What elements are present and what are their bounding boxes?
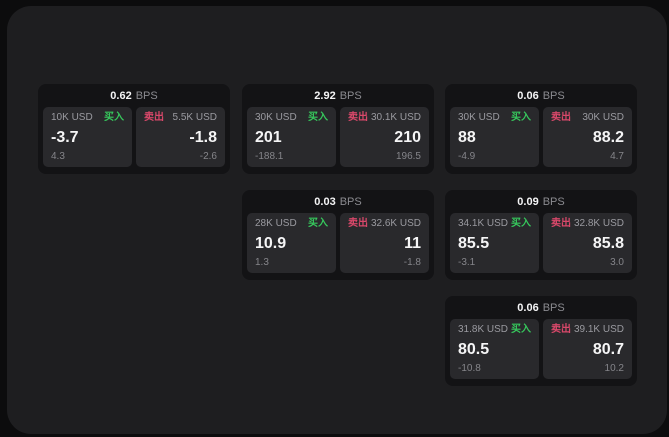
- buy-delta: -4.9: [458, 151, 476, 162]
- sell-price: 210: [394, 128, 421, 146]
- sell-notional: 30.1K USD: [370, 112, 421, 123]
- spread-unit-label: BPS: [135, 89, 158, 102]
- sell-side-label: 卖出: [348, 218, 368, 229]
- sell-quote-panel[interactable]: 卖出 30.1K USD 210 196.5: [340, 107, 429, 167]
- spread-header: 0.62 BPS: [38, 84, 230, 107]
- sell-quote-panel[interactable]: 卖出 5.5K USD -1.8 -2.6: [136, 107, 225, 167]
- spread-unit-label: BPS: [542, 89, 565, 102]
- quote-card: 0.09 BPS 34.1K USD 买入 85.5 -3.1 卖出 32.8K…: [445, 190, 637, 280]
- buy-notional: 30K USD: [255, 112, 297, 123]
- sell-notional: 32.8K USD: [573, 218, 624, 229]
- buy-price: -3.7: [51, 128, 79, 146]
- sell-delta: -2.6: [199, 151, 217, 162]
- sell-delta: 3.0: [610, 257, 624, 268]
- buy-side-label: 买入: [511, 218, 531, 229]
- spread-value: 2.92: [314, 89, 336, 102]
- quote-card: 0.06 BPS 31.8K USD 买入 80.5 -10.8 卖出 39.1…: [445, 296, 637, 386]
- spread-value: 0.09: [517, 195, 539, 208]
- buy-delta: 4.3: [51, 151, 65, 162]
- sell-quote-panel[interactable]: 卖出 30K USD 88.2 4.7: [543, 107, 632, 167]
- sell-notional: 39.1K USD: [573, 324, 624, 335]
- buy-quote-panel[interactable]: 31.8K USD 买入 80.5 -10.8: [450, 319, 539, 379]
- spread-header: 2.92 BPS: [242, 84, 434, 107]
- buy-price: 80.5: [458, 340, 490, 358]
- quote-card: 0.03 BPS 28K USD 买入 10.9 1.3 卖出 32.6K US…: [242, 190, 434, 280]
- sell-delta: 10.2: [604, 363, 624, 374]
- buy-side-label: 买入: [104, 112, 124, 123]
- trading-quotes-panel: 0.62 BPS 10K USD 买入 -3.7 4.3 卖出 5.5K USD…: [7, 6, 667, 434]
- buy-side-label: 买入: [511, 324, 531, 335]
- sell-quote-panel[interactable]: 卖出 32.6K USD 11 -1.8: [340, 213, 429, 273]
- buy-side-label: 买入: [511, 112, 531, 123]
- spread-value: 0.06: [517, 89, 539, 102]
- sell-notional: 5.5K USD: [172, 112, 217, 123]
- buy-price: 85.5: [458, 234, 490, 252]
- spread-unit-label: BPS: [339, 195, 362, 208]
- buy-notional: 31.8K USD: [458, 324, 509, 335]
- buy-delta: -188.1: [255, 151, 284, 162]
- sell-notional: 30K USD: [582, 112, 624, 123]
- quote-card: 2.92 BPS 30K USD 买入 201 -188.1 卖出 30.1K …: [242, 84, 434, 174]
- sell-price: -1.8: [189, 128, 217, 146]
- sell-price: 85.8: [592, 234, 624, 252]
- sell-delta: 196.5: [395, 151, 421, 162]
- buy-notional: 34.1K USD: [458, 218, 509, 229]
- buy-quote-panel[interactable]: 10K USD 买入 -3.7 4.3: [43, 107, 132, 167]
- sell-quote-panel[interactable]: 卖出 39.1K USD 80.7 10.2: [543, 319, 632, 379]
- spread-unit-label: BPS: [542, 301, 565, 314]
- spread-value: 0.03: [314, 195, 336, 208]
- buy-quote-panel[interactable]: 30K USD 买入 201 -188.1: [247, 107, 336, 167]
- buy-notional: 28K USD: [255, 218, 297, 229]
- sell-side-label: 卖出: [144, 112, 164, 123]
- sell-side-label: 卖出: [348, 112, 368, 123]
- sell-delta: 4.7: [610, 151, 624, 162]
- buy-delta: 1.3: [255, 257, 269, 268]
- spread-value: 0.62: [110, 89, 132, 102]
- buy-quote-panel[interactable]: 34.1K USD 买入 85.5 -3.1: [450, 213, 539, 273]
- buy-side-label: 买入: [308, 218, 328, 229]
- buy-delta: -10.8: [458, 363, 481, 374]
- sell-price: 88.2: [592, 128, 624, 146]
- quote-card: 0.06 BPS 30K USD 买入 88 -4.9 卖出 30K USD 8…: [445, 84, 637, 174]
- sell-side-label: 卖出: [551, 324, 571, 335]
- spread-unit-label: BPS: [542, 195, 565, 208]
- quote-card: 0.62 BPS 10K USD 买入 -3.7 4.3 卖出 5.5K USD…: [38, 84, 230, 174]
- sell-side-label: 卖出: [551, 112, 571, 123]
- buy-side-label: 买入: [308, 112, 328, 123]
- spread-header: 0.03 BPS: [242, 190, 434, 213]
- spread-header: 0.06 BPS: [445, 84, 637, 107]
- buy-notional: 30K USD: [458, 112, 500, 123]
- buy-quote-panel[interactable]: 30K USD 买入 88 -4.9: [450, 107, 539, 167]
- spread-unit-label: BPS: [339, 89, 362, 102]
- sell-price: 80.7: [592, 340, 624, 358]
- buy-quote-panel[interactable]: 28K USD 买入 10.9 1.3: [247, 213, 336, 273]
- sell-quote-panel[interactable]: 卖出 32.8K USD 85.8 3.0: [543, 213, 632, 273]
- buy-price: 88: [458, 128, 476, 146]
- buy-delta: -3.1: [458, 257, 476, 268]
- sell-side-label: 卖出: [551, 218, 571, 229]
- spread-header: 0.06 BPS: [445, 296, 637, 319]
- spread-value: 0.06: [517, 301, 539, 314]
- sell-price: 11: [404, 234, 421, 252]
- buy-notional: 10K USD: [51, 112, 93, 123]
- sell-delta: -1.8: [403, 257, 421, 268]
- buy-price: 10.9: [255, 234, 287, 252]
- spread-header: 0.09 BPS: [445, 190, 637, 213]
- buy-price: 201: [255, 128, 282, 146]
- sell-notional: 32.6K USD: [370, 218, 421, 229]
